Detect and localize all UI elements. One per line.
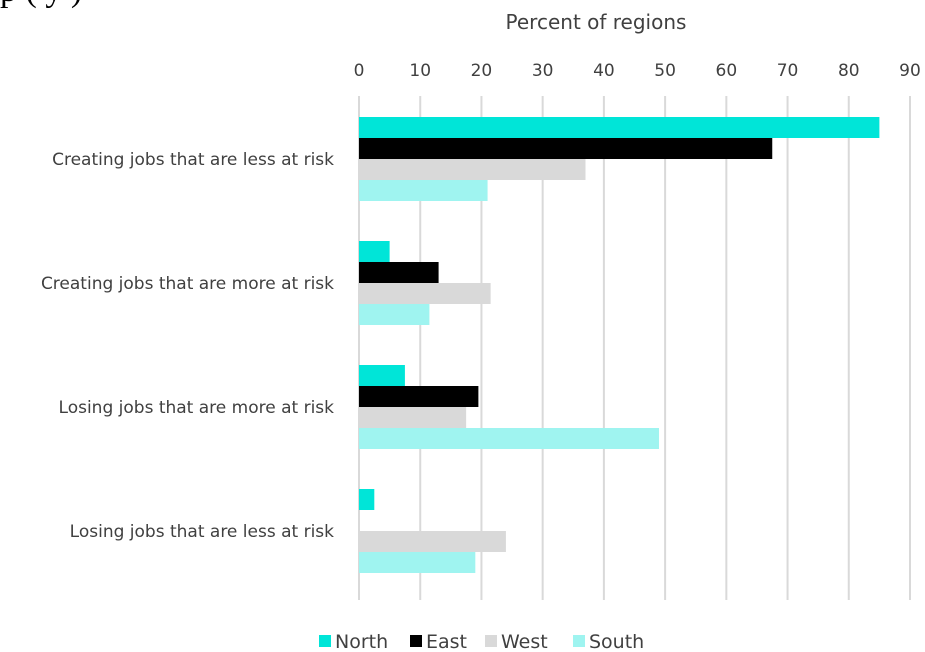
legend-swatch (319, 635, 331, 647)
bar-south (359, 180, 488, 201)
category-labels: Creating jobs that are less at risk Creat… (41, 150, 334, 542)
category-label: Creating jobs that are less at risk (52, 150, 334, 170)
x-tick-label: 10 (409, 61, 431, 81)
bars (359, 117, 880, 573)
bar-west (359, 283, 491, 304)
legend-label: South (589, 631, 644, 652)
bar-south (359, 428, 659, 449)
legend-label: West (501, 631, 548, 652)
legend-label: East (426, 631, 467, 652)
bar-east (359, 138, 773, 159)
x-tick-label: 20 (471, 61, 493, 81)
bar-north (359, 117, 880, 138)
x-tick-label: 30 (532, 61, 554, 81)
category-label: Creating jobs that are more at risk (41, 274, 334, 294)
bar-south (359, 552, 476, 573)
x-tick-label: 40 (593, 61, 615, 81)
legend-label: North (335, 631, 388, 652)
x-tick-label: 60 (716, 61, 738, 81)
bar-west (359, 407, 467, 428)
bar-north (359, 365, 405, 386)
bar-east (359, 262, 439, 283)
x-tick-label: 0 (354, 61, 365, 81)
bar-west (359, 531, 506, 552)
x-tick-label: 70 (777, 61, 799, 81)
bar-north (359, 241, 390, 262)
category-label: Losing jobs that are more at risk (59, 398, 335, 418)
legend-swatch (410, 635, 422, 647)
x-axis-title: Percent of regions (506, 10, 687, 34)
bar-east (359, 386, 479, 407)
x-axis-ticks: 0 10 20 30 40 50 60 70 80 90 (354, 61, 921, 81)
x-tick-label: 90 (899, 61, 921, 81)
cropped-caption-text: p ( y ) (0, 0, 82, 10)
x-tick-label: 80 (838, 61, 860, 81)
bar-south (359, 304, 430, 325)
bar-north (359, 489, 375, 510)
gridlines (358, 96, 911, 600)
legend-swatch (485, 635, 497, 647)
bar-west (359, 159, 586, 180)
legend: North East West South (319, 631, 644, 652)
category-label: Losing jobs that are less at risk (70, 522, 334, 542)
x-tick-label: 50 (654, 61, 676, 81)
legend-swatch (573, 635, 585, 647)
